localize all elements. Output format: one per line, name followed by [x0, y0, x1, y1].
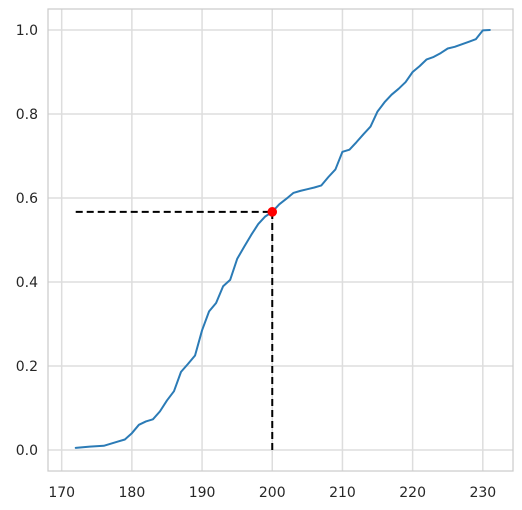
x-tick-label: 230: [469, 485, 496, 501]
marker-layer: [267, 207, 278, 217]
y-tick-label: 1.0: [16, 23, 38, 39]
series-layer: [74, 29, 491, 449]
x-tick-label: 210: [329, 485, 356, 501]
cdf-series-line: [74, 29, 491, 449]
reference-lines: [75, 210, 274, 450]
x-tick-label: 190: [189, 485, 216, 501]
x-tick-label: 180: [119, 485, 146, 501]
y-tick-label: 0.8: [16, 107, 38, 123]
plot-background: [48, 9, 513, 471]
y-tick-label: 0.4: [16, 275, 38, 291]
y-tick-label: 0.0: [16, 443, 38, 459]
x-tick-label: 200: [259, 485, 286, 501]
grid-layer: [48, 9, 513, 471]
y-tick-label: 0.2: [16, 359, 38, 375]
highlight-point: [267, 207, 278, 217]
x-tick-label: 220: [399, 485, 426, 501]
x-tick-label: 170: [48, 485, 75, 501]
x-tick-labels: 170 180 190 200 210 220 230: [48, 485, 496, 501]
y-tick-labels: 0.0 0.2 0.4 0.6 0.8 1.0: [16, 23, 38, 459]
y-tick-label: 0.6: [16, 191, 38, 207]
plot-frame: [47, 8, 514, 472]
